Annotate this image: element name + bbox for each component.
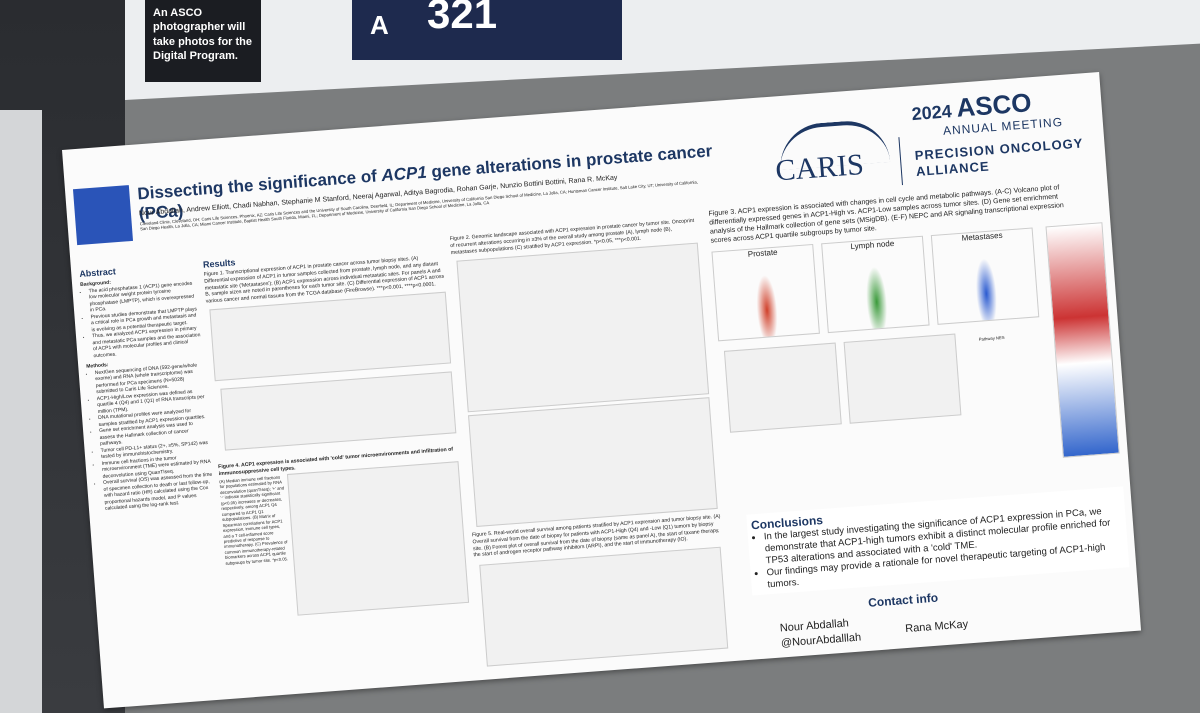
title-gene: ACP1 <box>380 162 428 186</box>
bullet: Overall survival (OS) was assessed from … <box>103 472 215 513</box>
abstract: Abstract Background: The acid phosphatas… <box>79 260 215 513</box>
fig3-volcano: Prostate Lymph node Metastases <box>711 227 1047 342</box>
fig2-oncoprint <box>456 242 710 413</box>
asco-year: 2024 <box>910 101 953 125</box>
background-list: The acid phosphatase 1 (ACP1) gene encod… <box>80 280 203 360</box>
photo-sign: An ASCO photographer will take photos fo… <box>145 0 261 82</box>
methods-list: NextGen sequencing of DNA (592-gene/whol… <box>87 361 215 512</box>
fig1c-plot <box>220 371 457 451</box>
volcano-panel: Metastases <box>930 227 1040 325</box>
volcano-panel: Lymph node <box>821 235 930 334</box>
panel-title: Metastases <box>961 230 1003 243</box>
pathway-label: Pathway NES <box>978 334 1005 342</box>
contact-handle: @NourAbdalllah <box>780 631 862 650</box>
fig3-heatmap <box>1045 222 1120 458</box>
contact-name: Nour Abdallah <box>779 617 850 635</box>
fig5-plot <box>479 546 729 667</box>
panel-title: Prostate <box>747 247 778 259</box>
board-letter: A <box>370 10 389 40</box>
contact-name: Rana McKay <box>904 618 969 636</box>
volcano-panel: Prostate <box>711 243 820 342</box>
fig4-body: (A) Median immune cell fractions for pop… <box>219 474 289 566</box>
fig1-plot <box>209 291 452 382</box>
fig2-oncoprint-bc <box>468 397 718 527</box>
divider <box>898 137 903 186</box>
board-digits: 321 <box>427 0 498 37</box>
conclusions: Conclusions In the largest study investi… <box>746 486 1130 596</box>
fig4-plot <box>286 461 470 616</box>
contact-heading: Contact info <box>867 590 939 610</box>
alliance-1: PRECISION ONCOLOGY <box>914 135 1084 164</box>
board-number: A 321 <box>352 0 622 60</box>
header-icon <box>72 185 134 246</box>
fig3e-plot <box>723 342 842 433</box>
side-panel <box>0 110 42 713</box>
poster: Dissecting the significance of ACP1 gene… <box>62 72 1142 709</box>
panel-title: Lymph node <box>850 238 895 252</box>
fig3f-plot <box>843 333 962 424</box>
caris-logo: CARIS <box>774 147 865 188</box>
